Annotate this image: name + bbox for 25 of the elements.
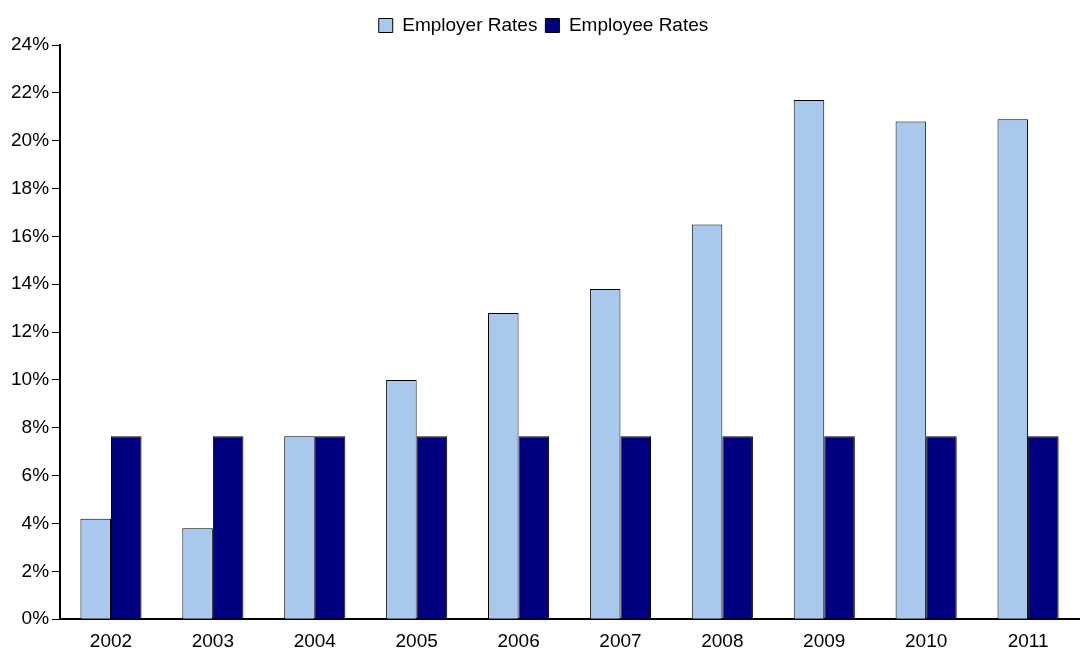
x-tick-label: 2009	[803, 629, 846, 651]
y-tick-label: 12%	[11, 320, 50, 342]
y-tick-label: 2%	[21, 559, 50, 581]
x-tick-label: 2006	[497, 629, 540, 651]
y-tick-label: 0%	[21, 607, 50, 629]
x-tick-label: 2002	[89, 629, 133, 651]
y-tick-label: 20%	[11, 128, 50, 150]
y-tick-label: 22%	[11, 81, 50, 103]
y-tick-label: 24%	[11, 33, 50, 55]
y-tick-label: 18%	[11, 176, 50, 198]
x-tick-label: 2004	[293, 629, 337, 651]
x-tick-label: 2008	[701, 629, 744, 651]
y-tick-label: 14%	[11, 272, 50, 294]
x-tick-label: 2011	[1007, 629, 1049, 651]
y-tick-label: 6%	[21, 463, 50, 485]
x-tick-label: 2010	[905, 629, 948, 651]
x-tick-label: 2003	[191, 629, 235, 651]
y-tick-label: 10%	[11, 368, 50, 390]
y-tick-label: 4%	[21, 511, 50, 533]
x-tick-label: 2005	[395, 629, 438, 651]
legend-label: Employee Rates	[568, 13, 709, 35]
legend-label: Employer Rates	[402, 13, 538, 35]
y-tick-label: 8%	[21, 416, 50, 438]
y-tick-label: 16%	[11, 224, 50, 246]
x-tick-label: 2007	[599, 629, 642, 651]
